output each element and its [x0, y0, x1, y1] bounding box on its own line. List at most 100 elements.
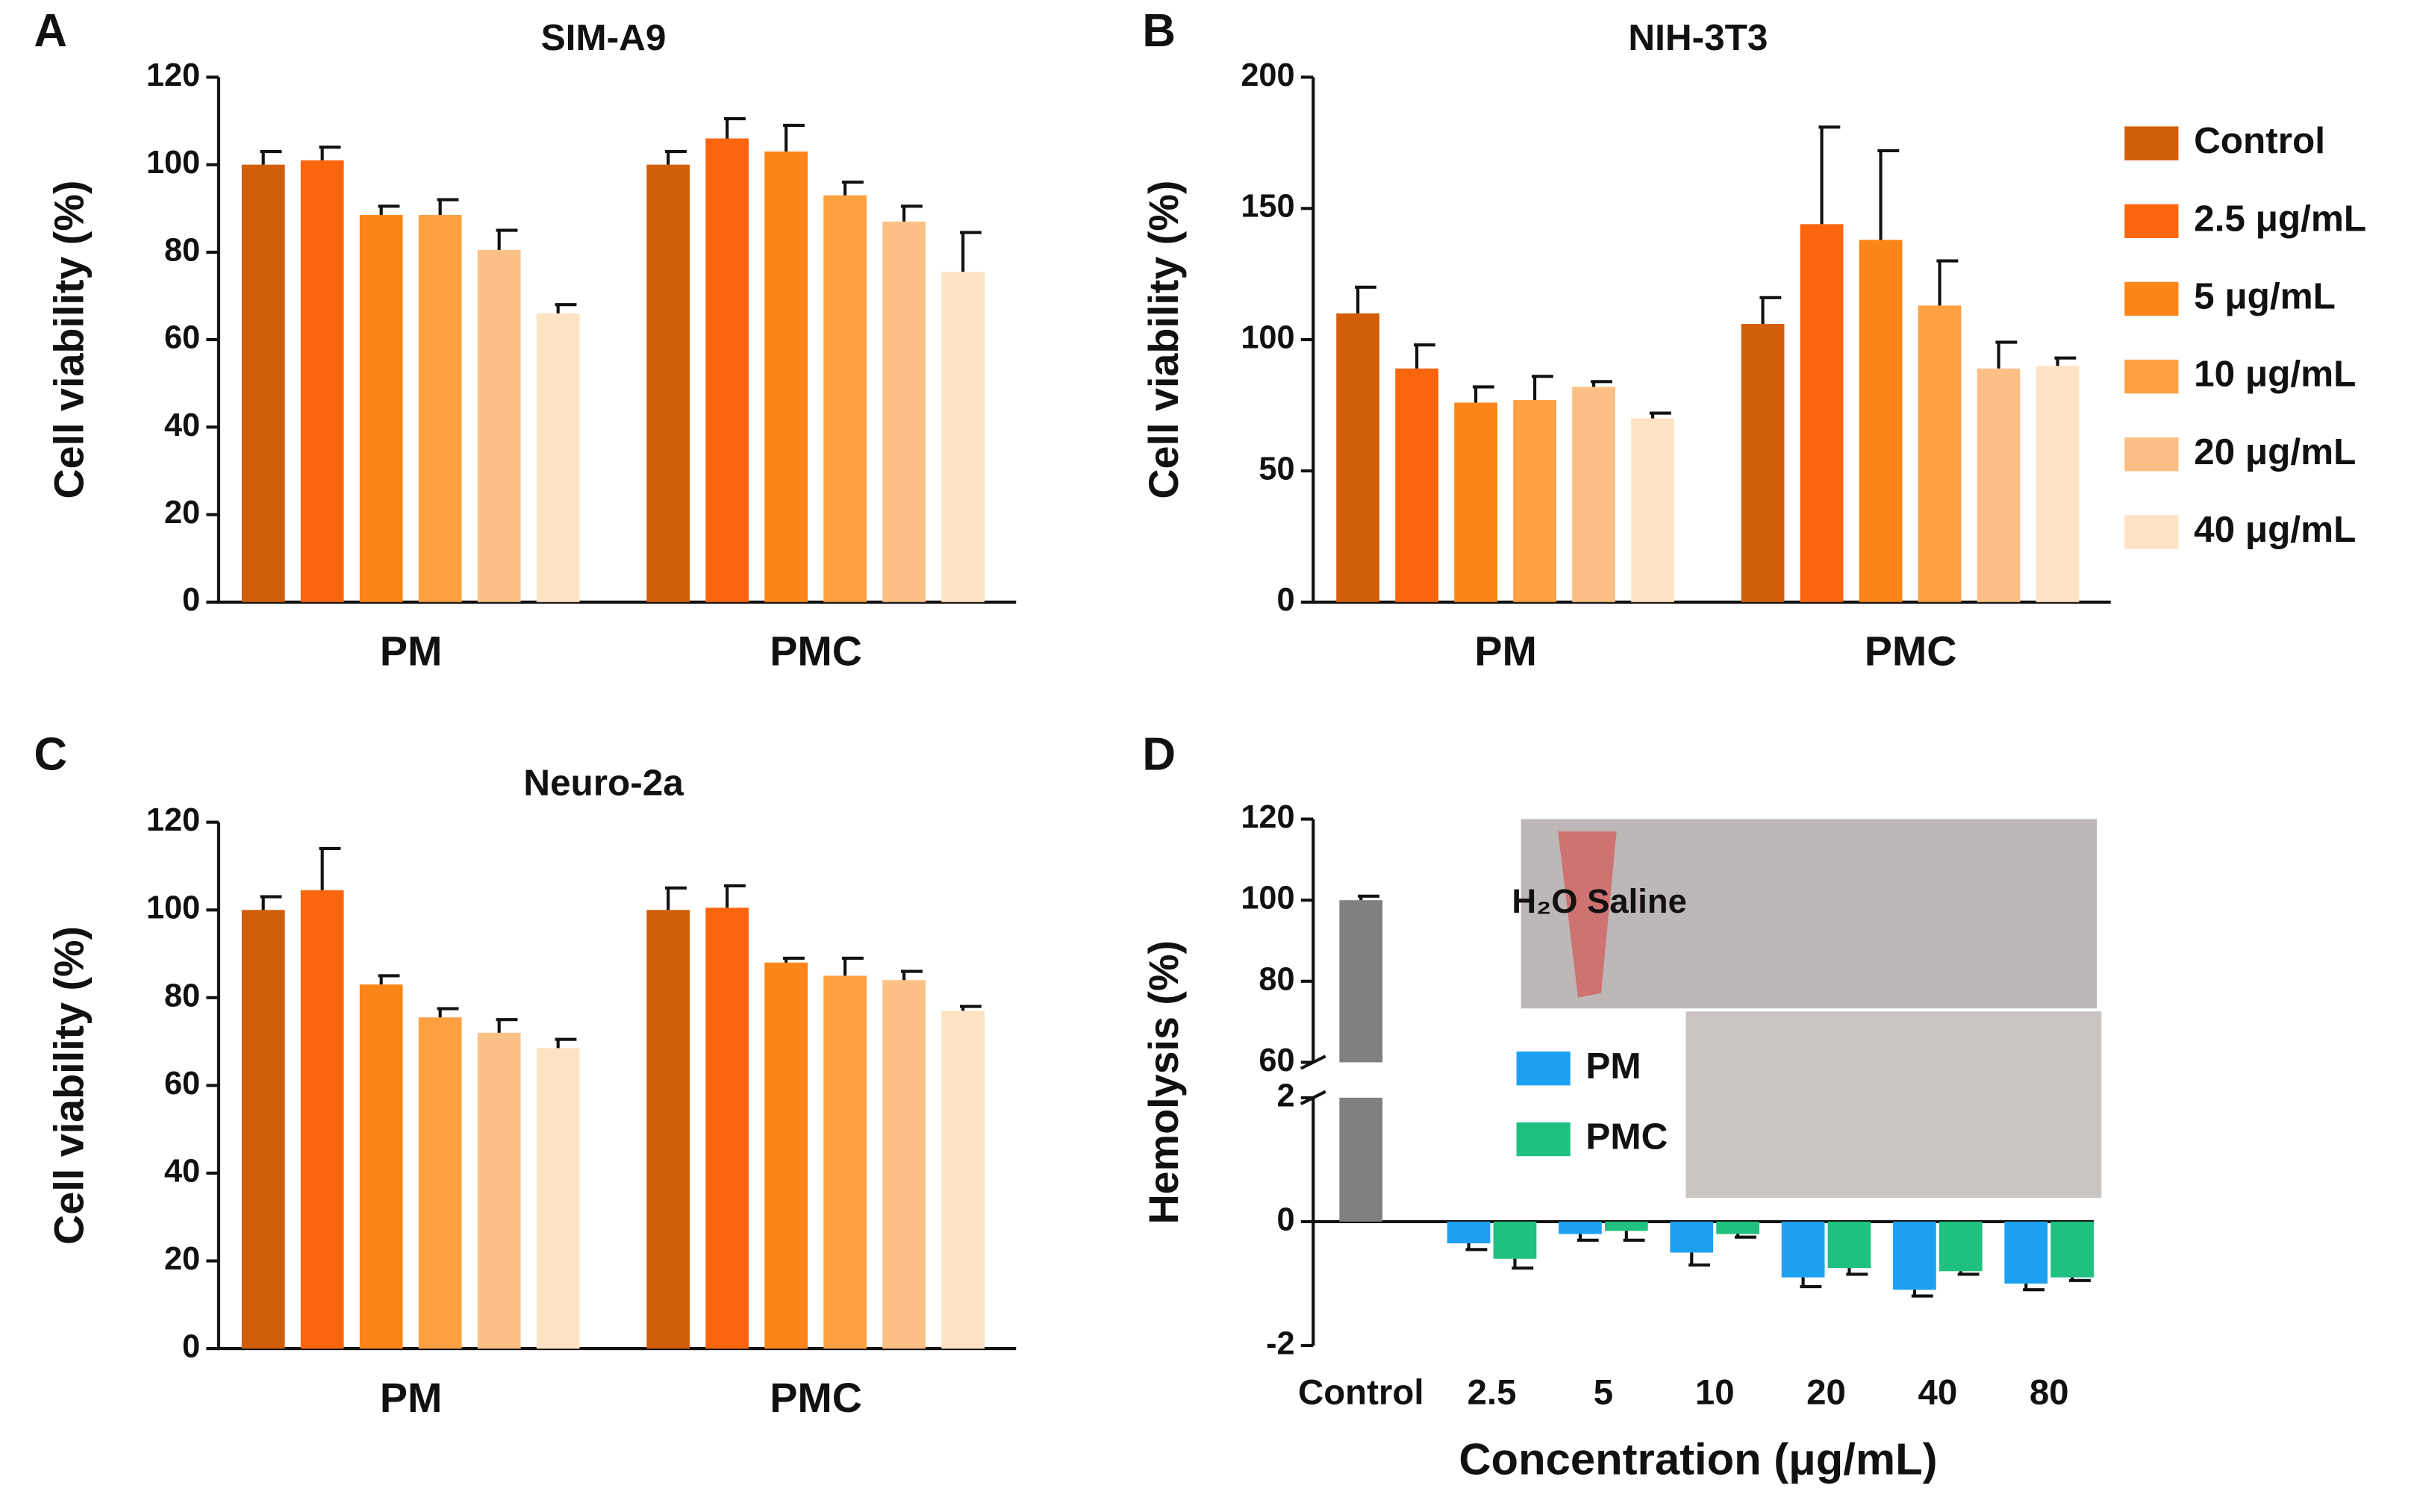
y-tick-label: 2 [1276, 1078, 1294, 1113]
y-tick-label: 60 [164, 1066, 200, 1102]
annotation: H₂O Saline [1512, 882, 1686, 920]
bar [300, 160, 344, 602]
y-axis-title: Cell viability (%) [46, 926, 93, 1245]
bar [1893, 1221, 1936, 1290]
bar [1939, 1221, 1983, 1272]
legend-label: PM [1585, 1046, 1641, 1087]
bar [1800, 224, 1844, 602]
bar [1631, 418, 1674, 602]
x-tick-label: 80 [2030, 1372, 2069, 1412]
y-tick-label: 60 [164, 320, 200, 356]
x-tick-label: PMC [770, 628, 862, 675]
y-tick-label: 150 [1241, 189, 1294, 225]
x-tick-label: 5 [1594, 1372, 1613, 1412]
bar [359, 984, 403, 1349]
bar [705, 138, 749, 602]
panel-letter: A [34, 5, 67, 57]
y-axis-title: Cell viability (%) [1141, 181, 1187, 499]
y-axis-title: Cell viability (%) [46, 181, 93, 499]
bar [1827, 1221, 1871, 1269]
bar [300, 890, 344, 1349]
bar [418, 1017, 462, 1349]
bar [418, 215, 462, 602]
y-tick-label: 120 [146, 57, 200, 93]
bar [823, 975, 867, 1349]
chart-title: SIM-A9 [541, 17, 667, 58]
y-tick-label: 120 [146, 802, 200, 838]
panel-letter: D [1142, 728, 1176, 780]
x-tick-label: PM [1474, 628, 1537, 675]
y-tick-label: 0 [182, 582, 200, 618]
bar [705, 907, 749, 1349]
bar [477, 249, 521, 602]
bar [1918, 305, 1962, 602]
bar [1447, 1221, 1491, 1243]
bar [1513, 399, 1556, 602]
y-tick-label: 0 [1276, 1202, 1294, 1237]
bar [1977, 368, 2021, 602]
legend-swatch [2124, 126, 2179, 160]
x-tick-label: PMC [770, 1375, 862, 1421]
y-tick-label: 100 [1241, 881, 1294, 916]
bar [1572, 387, 1615, 602]
bar [646, 910, 690, 1349]
tube [1558, 831, 1617, 998]
legend-swatch [2124, 437, 2179, 472]
legend-label: PMC [1585, 1116, 1668, 1158]
legend-label: 40 μg/mL [2194, 509, 2356, 550]
x-tick-label: PM [380, 1375, 443, 1421]
bar [1454, 402, 1497, 602]
chart-title: NIH-3T3 [1628, 17, 1768, 58]
x-tick-label: 2.5 [1468, 1372, 1517, 1412]
y-tick-label: 120 [1241, 799, 1294, 835]
x-tick-label: PMC [1865, 628, 1957, 675]
bar [477, 1032, 521, 1349]
y-axis-title: Hemolysis (%) [1141, 940, 1187, 1225]
y-tick-label: 100 [146, 145, 200, 181]
y-tick-label: 40 [164, 1153, 200, 1189]
bar [1716, 1221, 1760, 1234]
y-tick-label: 80 [164, 232, 200, 268]
bar [941, 272, 985, 602]
bar [1395, 368, 1438, 602]
chart-title: Neuro-2a [523, 762, 684, 803]
y-tick-label: 80 [164, 978, 200, 1013]
tube-photo [1685, 1011, 2102, 1198]
x-tick-label: 40 [1918, 1372, 1957, 1412]
legend-swatch [1516, 1052, 1571, 1086]
bar [1339, 900, 1383, 1063]
legend-swatch [2124, 281, 2179, 316]
bar [536, 1048, 580, 1349]
bar [1336, 313, 1379, 602]
panel-letter: C [34, 728, 67, 780]
bar [1493, 1221, 1537, 1259]
bar [2004, 1221, 2048, 1284]
y-tick-label: 0 [1276, 582, 1294, 618]
y-tick-label: 60 [1259, 1043, 1294, 1078]
x-tick-label: PM [380, 628, 443, 675]
legend-label: Control [2194, 120, 2325, 161]
y-tick-label: 100 [146, 890, 200, 926]
legend-swatch [2124, 359, 2179, 394]
bar [1670, 1221, 1714, 1253]
y-tick-label: 0 [182, 1329, 200, 1365]
y-tick-label: -2 [1266, 1325, 1295, 1361]
bar [359, 215, 403, 602]
bar [241, 164, 285, 602]
y-tick-label: 40 [164, 407, 200, 443]
bar [1559, 1221, 1602, 1234]
bar [1781, 1221, 1825, 1278]
x-tick-label: 20 [1806, 1372, 1846, 1412]
bar [823, 195, 867, 602]
x-tick-label: Control [1298, 1372, 1424, 1412]
x-tick-label: 10 [1695, 1372, 1735, 1412]
bar [1604, 1221, 1648, 1231]
y-tick-label: 100 [1241, 320, 1294, 356]
legend-swatch [1516, 1122, 1571, 1157]
legend-label: 10 μg/mL [2194, 354, 2356, 395]
bar [536, 313, 580, 602]
bar [1741, 323, 1785, 602]
legend-swatch [2124, 515, 2179, 549]
